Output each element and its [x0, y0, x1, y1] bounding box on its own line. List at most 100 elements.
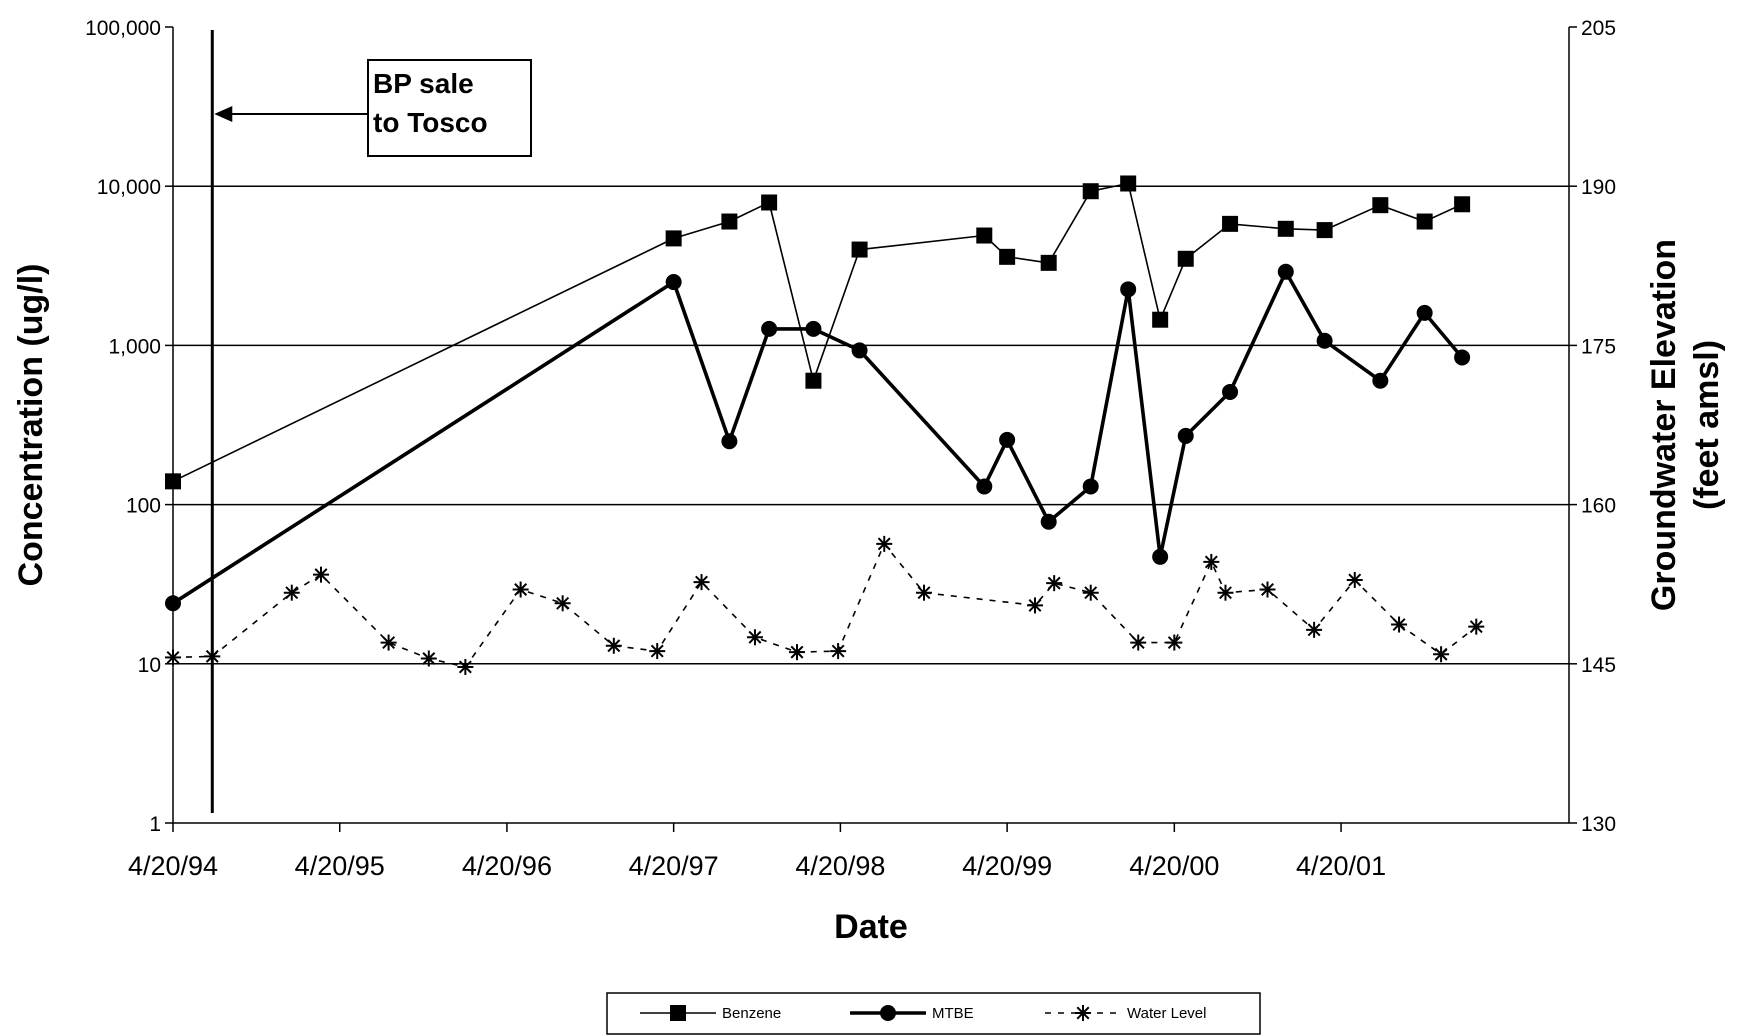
benzene-data-point	[1277, 220, 1294, 237]
series-water-level	[165, 535, 1485, 675]
mtbe-data-point	[1040, 513, 1057, 530]
water-level-marker-stroke	[607, 639, 621, 653]
legend-marker-water-level	[1075, 1005, 1091, 1021]
water-level-data-point	[1468, 618, 1485, 635]
x-tick-label: 4/20/99	[962, 851, 1052, 881]
water-level-marker-stroke	[1084, 586, 1098, 600]
benzene-data-point	[165, 473, 181, 490]
mtbe-data-point	[761, 320, 778, 337]
water-level-marker-stroke	[1392, 618, 1406, 631]
annotation-box	[367, 59, 532, 157]
water-level-marker-stroke	[695, 575, 708, 589]
water-level-marker-stroke	[314, 568, 328, 582]
annotation-line2: to Tosco	[373, 107, 488, 138]
water-level-marker-stroke	[382, 636, 396, 650]
water-level-marker-stroke	[1219, 586, 1232, 600]
legend: Benzene MTBE Water Level	[606, 992, 1261, 1035]
water-level-marker-stroke	[650, 644, 664, 658]
mtbe-data-point	[805, 320, 822, 337]
annotation-line1: BP sale	[373, 68, 474, 99]
water-level-marker-stroke	[1131, 636, 1145, 650]
water-level-data-point	[204, 648, 221, 665]
water-level-data-point	[915, 584, 932, 601]
mtbe-data-point	[999, 431, 1016, 448]
benzene-data-point	[1416, 213, 1433, 230]
water-level-data-point	[313, 566, 330, 583]
x-tick-label: 4/20/94	[128, 851, 218, 881]
benzene-data-point	[665, 230, 682, 247]
x-tick-label: 4/20/95	[295, 851, 385, 881]
mtbe-data-point	[1316, 332, 1333, 349]
water-level-data-point	[165, 649, 181, 666]
mtbe-data-point	[1152, 548, 1169, 565]
y-right-tick-label: 190	[1581, 176, 1616, 199]
x-tick-label: 4/20/97	[629, 851, 719, 881]
water-level-data-point	[605, 637, 622, 654]
water-level-marker-stroke	[205, 649, 219, 663]
legend-marker-mtbe	[880, 1005, 896, 1021]
water-level-marker-stroke	[1261, 583, 1274, 596]
x-tick-label: 4/20/01	[1296, 851, 1386, 881]
y-right-tick-label: 175	[1581, 335, 1616, 358]
benzene-data-point	[1454, 196, 1471, 213]
water-level-marker-stroke	[1047, 576, 1061, 590]
water-level-marker-stroke	[917, 586, 931, 600]
water-level-data-point	[554, 595, 571, 612]
y-left-tick-label: 10	[138, 654, 161, 677]
mtbe-data-point	[1082, 478, 1099, 495]
legend-label-benzene: Benzene	[722, 1005, 781, 1022]
water-level-marker-stroke	[166, 650, 180, 664]
mtbe-data-point	[1120, 281, 1137, 298]
water-level-marker-stroke	[556, 596, 570, 610]
y-right-tick-label: 145	[1581, 654, 1616, 677]
benzene-data-point	[1152, 311, 1169, 328]
water-level-data-point	[420, 650, 437, 667]
water-level-marker-stroke	[1028, 598, 1042, 612]
axes	[165, 26, 1577, 832]
water-level-marker-stroke	[285, 586, 299, 600]
y-axis-title-left: Concentration (ug/l)	[12, 264, 50, 587]
mtbe-data-point	[1454, 349, 1471, 366]
water-level-marker-stroke	[1469, 620, 1483, 634]
mtbe-data-point	[1372, 372, 1389, 389]
y-axis-title-right-line2: (feet amsl)	[1688, 340, 1726, 510]
water-level-data-point	[380, 634, 397, 651]
water-level-data-point	[1166, 634, 1183, 651]
y-left-tick-label: 1,000	[108, 335, 161, 358]
benzene-data-point	[721, 213, 738, 230]
benzene-data-point	[761, 194, 778, 211]
water-level-data-point	[788, 644, 805, 661]
legend-label-water-level: Water Level	[1127, 1005, 1206, 1022]
water-level-data-point	[1306, 621, 1323, 638]
water-level-data-point	[746, 629, 763, 646]
water-level-data-point	[1082, 584, 1099, 601]
grid-lines	[173, 185, 1569, 665]
legend-marker-benzene	[670, 1005, 686, 1021]
water-level-data-point	[457, 658, 474, 675]
y-right-tick-label: 160	[1581, 495, 1616, 518]
water-level-data-point	[1259, 581, 1276, 598]
y-axis-title-right-line1: Groundwater Elevation	[1645, 239, 1683, 611]
water-level-marker-stroke	[790, 645, 804, 659]
annotation: BP sale to Tosco	[210, 30, 532, 813]
y-left-tick-label: 100	[126, 495, 161, 518]
series-line-mtbe	[172, 269, 1464, 605]
benzene-data-point	[1372, 197, 1389, 214]
legend-items: Benzene MTBE Water Level	[640, 1005, 1206, 1022]
benzene-data-point	[1177, 250, 1194, 267]
x-tick-label: 4/20/98	[795, 851, 885, 881]
x-tick-label: 4/20/96	[462, 851, 552, 881]
water-level-data-point	[512, 581, 529, 598]
series	[165, 175, 1485, 675]
water-level-data-point	[1130, 634, 1147, 651]
mtbe-data-point	[165, 595, 181, 612]
water-level-marker-stroke	[831, 644, 845, 658]
water-level-data-point	[1203, 553, 1220, 570]
water-level-marker-stroke	[458, 660, 472, 674]
water-level-data-point	[1026, 597, 1043, 614]
benzene-data-point	[976, 227, 993, 244]
water-level-data-point	[830, 643, 847, 660]
water-level-marker-stroke	[1076, 1006, 1090, 1020]
water-level-data-point	[1346, 571, 1363, 588]
